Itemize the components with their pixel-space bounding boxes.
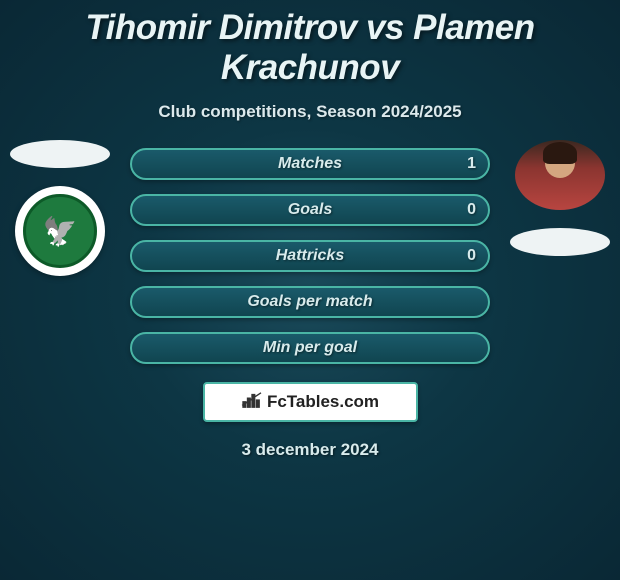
- right-player-photo: [515, 140, 605, 210]
- stat-row-goals: Goals 0: [130, 194, 490, 226]
- left-player-column: [10, 140, 110, 276]
- left-player-placeholder: [10, 140, 110, 168]
- stat-label: Min per goal: [263, 339, 357, 357]
- stats-column: Matches 1 Goals 0 Hattricks 0 Goals per …: [110, 148, 510, 364]
- right-club-placeholder: [510, 228, 610, 256]
- brand-text: FcTables.com: [267, 392, 379, 412]
- stat-label: Goals per match: [247, 293, 372, 311]
- brand-attribution[interactable]: FcTables.com: [203, 382, 418, 422]
- season-subtitle: Club competitions, Season 2024/2025: [0, 102, 620, 122]
- stat-label: Goals: [288, 201, 332, 219]
- stat-label: Hattricks: [276, 247, 344, 265]
- generation-date: 3 december 2024: [0, 440, 620, 460]
- ludogorets-crest-icon: [23, 194, 97, 268]
- page-title: Tihomir Dimitrov vs Plamen Krachunov: [0, 0, 620, 88]
- stat-row-hattricks: Hattricks 0: [130, 240, 490, 272]
- stat-row-min-per-goal: Min per goal: [130, 332, 490, 364]
- comparison-content: Matches 1 Goals 0 Hattricks 0 Goals per …: [0, 140, 620, 364]
- stat-right-value: 0: [467, 201, 476, 219]
- stat-label: Matches: [278, 155, 342, 173]
- left-club-badge: [15, 186, 105, 276]
- bar-chart-icon: [241, 391, 263, 414]
- right-player-column: [510, 140, 610, 256]
- stat-right-value: 1: [467, 155, 476, 173]
- stat-right-value: 0: [467, 247, 476, 265]
- stat-row-goals-per-match: Goals per match: [130, 286, 490, 318]
- stat-row-matches: Matches 1: [130, 148, 490, 180]
